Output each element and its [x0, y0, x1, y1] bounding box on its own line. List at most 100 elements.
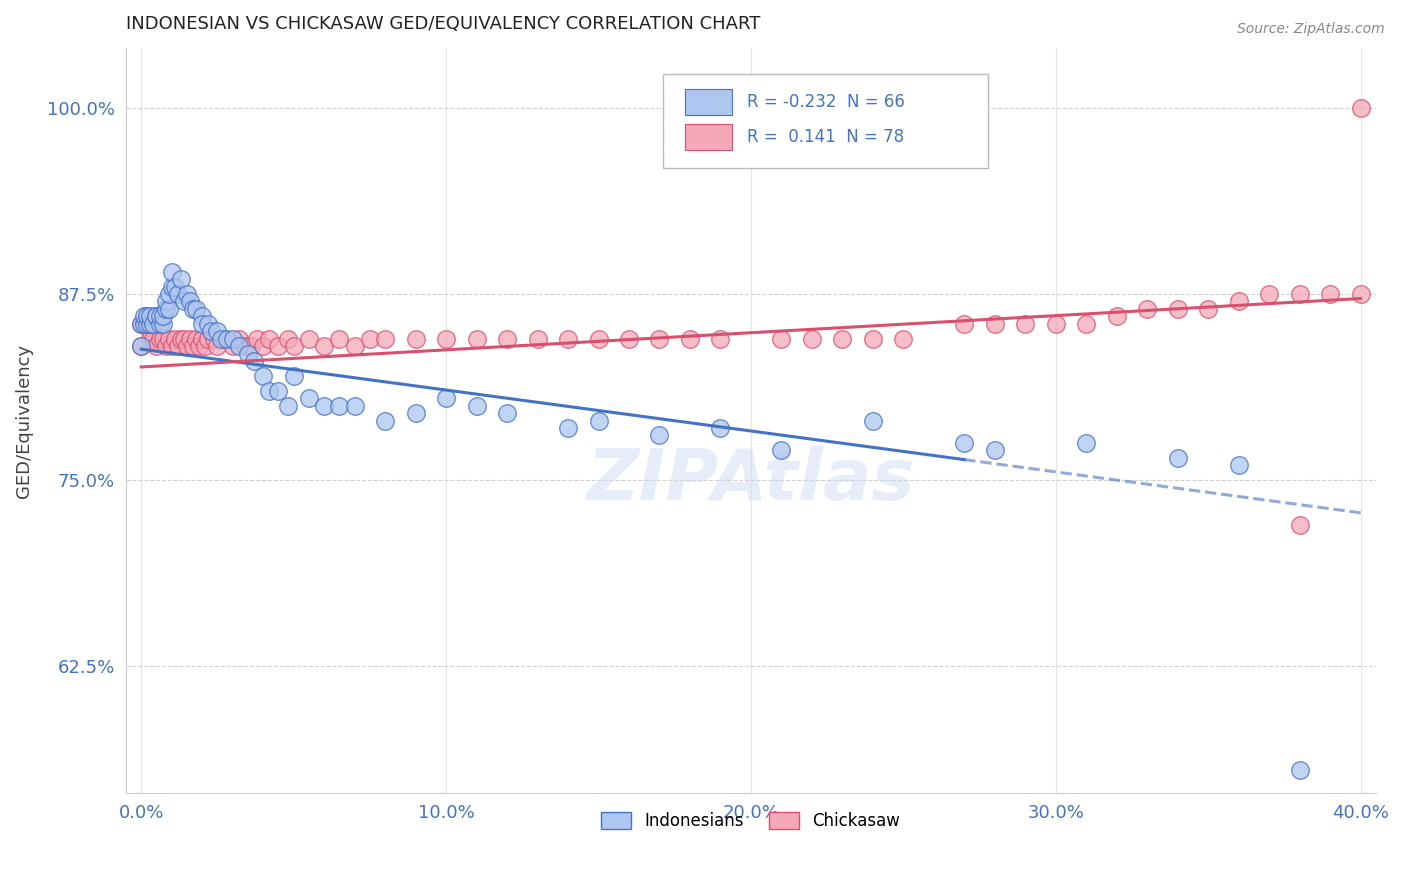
Point	[526, 332, 548, 346]
Point	[236, 346, 259, 360]
Point	[314, 399, 336, 413]
Point	[298, 391, 321, 405]
Point	[139, 324, 162, 338]
Point	[496, 406, 519, 420]
Point	[891, 332, 914, 346]
Point	[139, 310, 162, 324]
Text: R = -0.232  N = 66: R = -0.232 N = 66	[747, 93, 905, 111]
Point	[228, 339, 250, 353]
Point	[139, 332, 162, 346]
Point	[557, 332, 579, 346]
Point	[148, 317, 170, 331]
Point	[197, 317, 219, 331]
Point	[148, 332, 170, 346]
Point	[191, 310, 214, 324]
Point	[259, 332, 281, 346]
Point	[176, 339, 198, 353]
Legend: Indonesians, Chickasaw: Indonesians, Chickasaw	[595, 805, 907, 837]
Point	[617, 332, 640, 346]
Point	[184, 301, 207, 316]
Point	[1105, 310, 1128, 324]
Point	[222, 339, 245, 353]
Point	[152, 310, 174, 324]
Point	[170, 332, 193, 346]
Point	[194, 339, 217, 353]
Text: R =  0.141  N = 78: R = 0.141 N = 78	[747, 128, 904, 146]
Point	[588, 413, 610, 427]
Point	[1288, 517, 1310, 532]
Bar	[685, 124, 733, 151]
Point	[176, 287, 198, 301]
Point	[142, 332, 165, 346]
Point	[246, 332, 269, 346]
Point	[157, 332, 180, 346]
Point	[160, 265, 183, 279]
Point	[179, 294, 201, 309]
Point	[359, 332, 381, 346]
Point	[155, 294, 177, 309]
Point	[588, 332, 610, 346]
Point	[145, 339, 167, 353]
Point	[800, 332, 823, 346]
Point	[1258, 287, 1281, 301]
Text: INDONESIAN VS CHICKASAW GED/EQUIVALENCY CORRELATION CHART: INDONESIAN VS CHICKASAW GED/EQUIVALENCY …	[127, 15, 761, 33]
Point	[267, 339, 290, 353]
Point	[160, 279, 183, 293]
Point	[129, 339, 152, 353]
Point	[166, 339, 188, 353]
Point	[152, 332, 174, 346]
Point	[240, 339, 263, 353]
Point	[1167, 450, 1189, 465]
Point	[1014, 317, 1036, 331]
FancyBboxPatch shape	[664, 75, 988, 168]
Point	[1197, 301, 1219, 316]
Point	[314, 339, 336, 353]
Point	[179, 332, 201, 346]
Point	[496, 332, 519, 346]
Point	[197, 332, 219, 346]
Point	[953, 317, 976, 331]
Point	[134, 317, 156, 331]
Point	[1227, 294, 1250, 309]
Point	[1350, 287, 1372, 301]
Point	[862, 332, 884, 346]
Point	[1045, 317, 1067, 331]
Point	[160, 339, 183, 353]
Point	[233, 339, 256, 353]
Point	[222, 332, 245, 346]
Bar	[685, 88, 733, 115]
Point	[465, 399, 488, 413]
Point	[166, 287, 188, 301]
Point	[1076, 435, 1098, 450]
Point	[155, 339, 177, 353]
Point	[831, 332, 853, 346]
Point	[209, 332, 232, 346]
Point	[1076, 317, 1098, 331]
Point	[129, 317, 152, 331]
Y-axis label: GED/Equivalency: GED/Equivalency	[15, 343, 32, 498]
Point	[200, 324, 222, 338]
Point	[770, 332, 793, 346]
Point	[134, 317, 156, 331]
Point	[283, 368, 305, 383]
Point	[259, 384, 281, 398]
Point	[465, 332, 488, 346]
Point	[770, 443, 793, 458]
Point	[142, 317, 165, 331]
Point	[157, 301, 180, 316]
Point	[984, 443, 1007, 458]
Point	[434, 332, 457, 346]
Point	[374, 413, 396, 427]
Point	[191, 332, 214, 346]
Point	[405, 406, 427, 420]
Point	[163, 279, 186, 293]
Point	[170, 272, 193, 286]
Point	[328, 399, 350, 413]
Point	[145, 310, 167, 324]
Point	[173, 332, 195, 346]
Point	[136, 310, 159, 324]
Point	[1288, 287, 1310, 301]
Point	[145, 310, 167, 324]
Point	[1319, 287, 1341, 301]
Point	[191, 317, 214, 331]
